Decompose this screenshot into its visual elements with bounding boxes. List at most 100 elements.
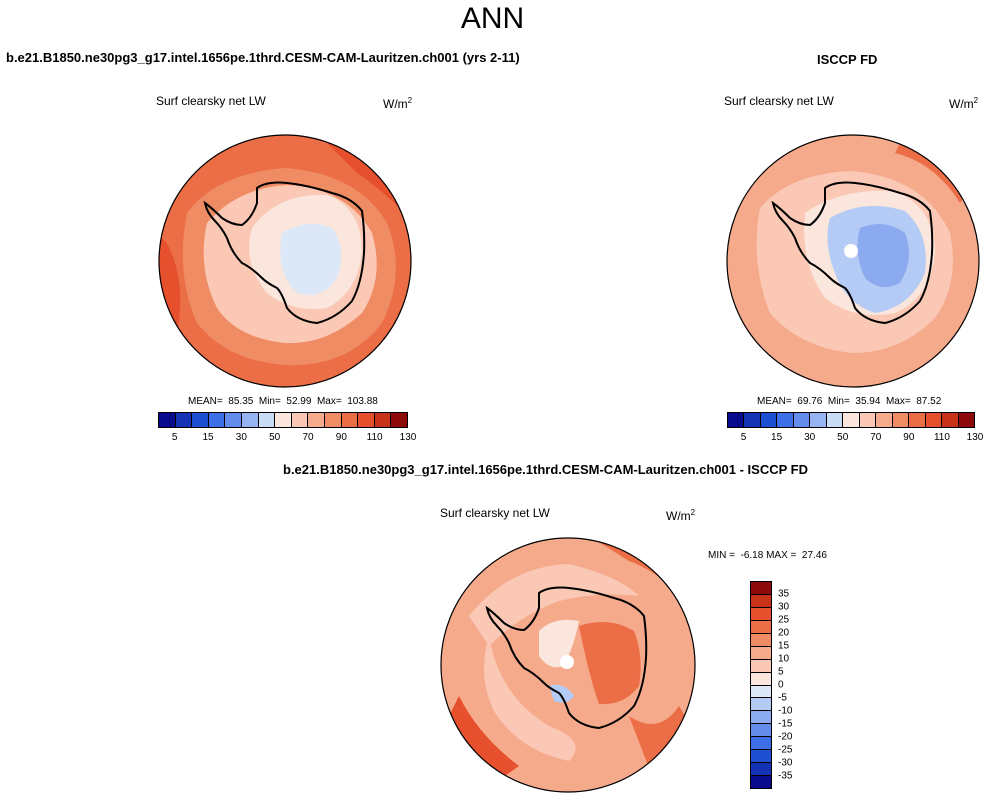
diff-units: W/m2 — [666, 508, 696, 523]
colorbar-swatch — [958, 413, 975, 427]
model-units: W/m2 — [383, 96, 413, 111]
figure-title: ANN — [460, 2, 525, 35]
colorbar-swatch — [751, 763, 771, 777]
model-polar-map — [158, 134, 412, 388]
colorbar-swatch — [744, 413, 761, 427]
diff-polar-map — [440, 537, 696, 793]
colorbar-swatch — [751, 607, 771, 621]
diff-coastline — [485, 586, 648, 730]
colorbar-tick-label: 110 — [366, 432, 383, 443]
colorbar-tick-label: -10 — [778, 705, 793, 717]
colorbar-swatch — [751, 620, 771, 634]
colorbar-swatch — [291, 413, 309, 427]
colorbar-tick-label: -25 — [778, 744, 793, 756]
colorbar-swatch — [892, 413, 910, 427]
colorbar-swatch — [751, 672, 771, 686]
colorbar-tick-label: -35 — [778, 770, 793, 782]
colorbar-tick-label: 0 — [778, 679, 784, 691]
colorbar-swatch — [810, 413, 827, 427]
colorbar-swatch — [159, 413, 176, 427]
colorbar-tick-label: 30 — [778, 601, 790, 613]
colorbar-swatch — [751, 698, 771, 712]
obs-pole-hole — [844, 244, 858, 258]
colorbar-swatch — [751, 659, 771, 673]
colorbar-swatch — [793, 413, 811, 427]
colorbar-swatch — [826, 413, 844, 427]
diff-light-region-w — [484, 636, 576, 761]
colorbar-swatch — [225, 413, 242, 427]
diff-dark-region-sw — [441, 696, 519, 792]
colorbar-swatch — [876, 413, 893, 427]
colorbar-tick-label: 15 — [771, 432, 783, 443]
colorbar-swatch — [358, 413, 375, 427]
colorbar-swatch — [728, 413, 745, 427]
colorbar-swatch — [942, 413, 959, 427]
colorbar-tick-label: -30 — [778, 757, 793, 769]
colorbar-tick-label: 20 — [778, 627, 790, 639]
colorbar-swatch — [859, 413, 877, 427]
colorbar-swatch — [308, 413, 325, 427]
colorbar-tick-label: 70 — [870, 432, 882, 443]
colorbar-tick-label: 15 — [202, 432, 214, 443]
model-coastline — [203, 181, 366, 325]
model-case-title: b.e21.B1850.ne30pg3_g17.intel.1656pe.1th… — [6, 50, 520, 65]
colorbar-tick-label: -20 — [778, 731, 793, 743]
diff-colorbar — [750, 581, 772, 789]
colorbar-swatch — [241, 413, 259, 427]
colorbar-tick-label: 15 — [778, 640, 790, 652]
colorbar-tick-label: -15 — [778, 718, 793, 730]
diff-dark-region-interior — [579, 622, 641, 705]
colorbar-swatch — [341, 413, 359, 427]
colorbar-swatch — [843, 413, 860, 427]
colorbar-tick-label: 50 — [837, 432, 849, 443]
model-stats: MEAN= 85.35 Min= 52.99 Max= 103.88 — [188, 396, 378, 407]
colorbar-swatch — [275, 413, 292, 427]
model-variable-label: Surf clearsky net LW — [156, 94, 266, 108]
colorbar-tick-label: 5 — [740, 432, 747, 443]
colorbar-tick-label: 110 — [933, 432, 950, 443]
colorbar-swatch — [909, 413, 926, 427]
colorbar-tick-label: 50 — [269, 432, 281, 443]
diff-stats: MIN = -6.18 MAX = 27.46 — [708, 550, 827, 561]
obs-land-core — [857, 224, 909, 287]
colorbar-swatch — [324, 413, 342, 427]
colorbar-swatch — [751, 594, 771, 608]
colorbar-tick-label: 25 — [778, 614, 790, 626]
colorbar-swatch — [374, 413, 392, 427]
colorbar-swatch — [751, 582, 771, 595]
colorbar-tick-label: 70 — [302, 432, 314, 443]
diff-variable-label: Surf clearsky net LW — [440, 506, 550, 520]
obs-colorbar — [727, 412, 975, 428]
diff-case-title: b.e21.B1850.ne30pg3_g17.intel.1656pe.1th… — [283, 462, 808, 477]
obs-stats: MEAN= 69.76 Min= 35.94 Max= 87.52 — [757, 396, 942, 407]
colorbar-tick-label: 90 — [903, 432, 915, 443]
colorbar-swatch — [751, 750, 771, 764]
colorbar-swatch — [751, 711, 771, 725]
model-colorbar — [158, 412, 408, 428]
colorbar-swatch — [760, 413, 778, 427]
colorbar-tick-label: 130 — [399, 432, 417, 443]
diff-neutral-region — [539, 619, 579, 668]
colorbar-swatch — [751, 737, 771, 751]
diff-light-region-n — [469, 564, 639, 646]
colorbar-swatch — [751, 685, 771, 699]
colorbar-swatch — [175, 413, 193, 427]
obs-polar-map — [726, 134, 980, 388]
obs-case-title: ISCCP FD — [817, 52, 878, 67]
colorbar-swatch — [925, 413, 943, 427]
colorbar-swatch — [751, 633, 771, 647]
colorbar-tick-label: 30 — [804, 432, 816, 443]
colorbar-swatch — [208, 413, 226, 427]
colorbar-tick-label: 30 — [235, 432, 247, 443]
colorbar-swatch — [777, 413, 794, 427]
model-land-core — [280, 224, 341, 296]
colorbar-tick-label: -5 — [778, 692, 787, 704]
obs-coastline — [771, 181, 934, 325]
colorbar-swatch — [751, 646, 771, 660]
diff-pole-hole — [560, 655, 574, 669]
colorbar-tick-label: 35 — [778, 588, 790, 600]
colorbar-tick-label: 5 — [778, 666, 784, 678]
colorbar-tick-label: 130 — [966, 432, 984, 443]
colorbar-swatch — [751, 724, 771, 738]
colorbar-tick-label: 90 — [335, 432, 347, 443]
